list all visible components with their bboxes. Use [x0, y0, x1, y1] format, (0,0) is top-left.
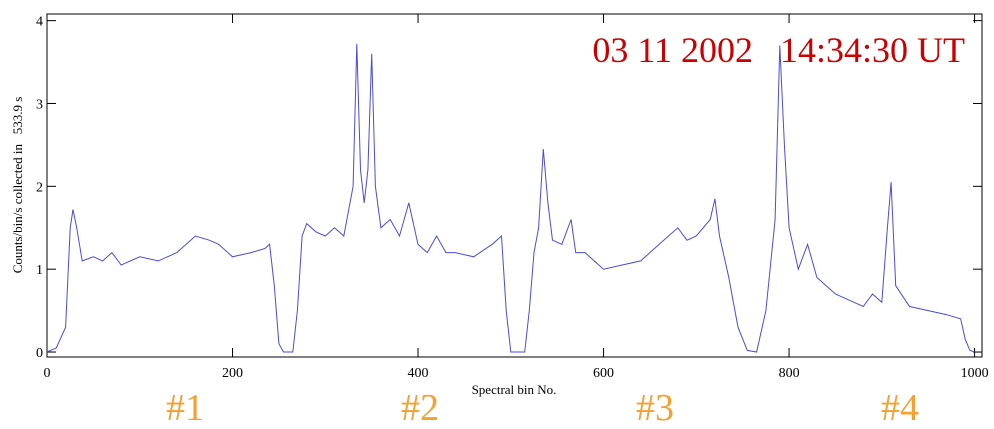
x-tick-label: 0	[44, 366, 51, 381]
x-tick-label: 200	[222, 366, 243, 381]
spectrum-line	[46, 43, 975, 353]
region-label: #4	[881, 387, 919, 429]
x-axis-label: Spectral bin No.	[472, 382, 557, 397]
x-tick-label: 800	[779, 366, 800, 381]
y-tick-label: 1	[36, 263, 43, 278]
x-tick-label: 600	[593, 366, 614, 381]
region-label: #1	[166, 387, 204, 429]
x-tick-label: 400	[408, 366, 429, 381]
y-tick-label: 4	[36, 15, 43, 30]
plot-frame	[46, 13, 983, 358]
region-label: #2	[401, 387, 439, 429]
y-tick-label: 0	[36, 346, 43, 361]
date-annotation: 03 11 2002 14:34:30 UT	[592, 30, 965, 70]
region-label: #3	[636, 387, 674, 429]
y-axis-label: Counts/bin/s collected in 533.9 s	[10, 97, 25, 274]
x-tick-label: 1000	[961, 366, 989, 381]
y-tick-label: 3	[36, 97, 43, 112]
y-tick-label: 2	[36, 180, 43, 195]
